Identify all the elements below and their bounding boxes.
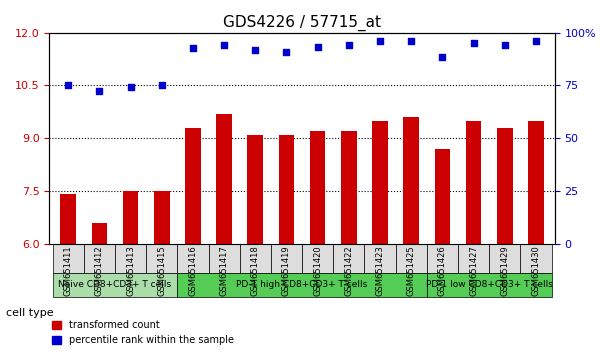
Point [251, 47, 260, 53]
Text: GSM651412: GSM651412 [95, 245, 104, 296]
Bar [403, 117, 419, 244]
Bar [434, 149, 450, 244]
Text: GSM651411: GSM651411 [64, 245, 73, 296]
Point [126, 84, 136, 90]
Point [313, 44, 323, 50]
Text: GSM651420: GSM651420 [313, 245, 322, 296]
Text: PD-1 low CD8+CD3+ T cells: PD-1 low CD8+CD3+ T cells [426, 280, 552, 290]
Bar [372, 121, 388, 244]
Bar [466, 121, 481, 244]
Text: GSM651430: GSM651430 [532, 245, 541, 296]
Legend: transformed count, percentile rank within the sample: transformed count, percentile rank withi… [48, 316, 238, 349]
Text: cell type: cell type [6, 308, 54, 318]
Text: Naive CD8+CD3+ T cells: Naive CD8+CD3+ T cells [59, 280, 172, 290]
FancyBboxPatch shape [84, 244, 115, 273]
Bar [123, 191, 138, 244]
Point [344, 42, 354, 48]
Bar [92, 223, 107, 244]
Point [375, 39, 385, 44]
Title: GDS4226 / 57715_at: GDS4226 / 57715_at [223, 15, 381, 31]
FancyBboxPatch shape [115, 244, 146, 273]
FancyBboxPatch shape [427, 273, 552, 297]
Text: PD-1 high CD8+CD3+ T cells: PD-1 high CD8+CD3+ T cells [236, 280, 368, 290]
Bar [341, 131, 357, 244]
Bar [497, 127, 513, 244]
FancyBboxPatch shape [53, 273, 177, 297]
FancyBboxPatch shape [177, 244, 208, 273]
Text: GSM651422: GSM651422 [345, 245, 353, 296]
Text: GSM651416: GSM651416 [188, 245, 197, 296]
Text: GSM651419: GSM651419 [282, 245, 291, 296]
FancyBboxPatch shape [489, 244, 521, 273]
Point [500, 42, 510, 48]
Bar [185, 127, 201, 244]
Text: GSM651426: GSM651426 [438, 245, 447, 296]
Point [406, 39, 416, 44]
Text: GSM651415: GSM651415 [157, 245, 166, 296]
Point [469, 40, 478, 46]
FancyBboxPatch shape [208, 244, 240, 273]
Text: GSM651423: GSM651423 [376, 245, 384, 296]
Bar [279, 135, 295, 244]
Bar [154, 191, 169, 244]
FancyBboxPatch shape [364, 244, 395, 273]
Point [64, 82, 73, 88]
Text: GSM651429: GSM651429 [500, 245, 509, 296]
FancyBboxPatch shape [333, 244, 364, 273]
Point [188, 46, 198, 51]
FancyBboxPatch shape [458, 244, 489, 273]
Text: GSM651425: GSM651425 [407, 245, 415, 296]
FancyBboxPatch shape [302, 244, 333, 273]
Bar [216, 114, 232, 244]
Bar [310, 131, 326, 244]
Text: GSM651413: GSM651413 [126, 245, 135, 296]
Bar [528, 121, 544, 244]
Point [219, 42, 229, 48]
Bar [247, 135, 263, 244]
FancyBboxPatch shape [177, 273, 427, 297]
Text: GSM651427: GSM651427 [469, 245, 478, 296]
FancyBboxPatch shape [427, 244, 458, 273]
Text: GSM651417: GSM651417 [219, 245, 229, 296]
FancyBboxPatch shape [53, 244, 84, 273]
Point [95, 88, 104, 93]
FancyBboxPatch shape [271, 244, 302, 273]
FancyBboxPatch shape [395, 244, 427, 273]
FancyBboxPatch shape [240, 244, 271, 273]
Point [437, 55, 447, 60]
Point [531, 39, 541, 44]
Text: GSM651418: GSM651418 [251, 245, 260, 296]
FancyBboxPatch shape [521, 244, 552, 273]
Bar [60, 194, 76, 244]
Point [282, 49, 291, 55]
Point [157, 82, 167, 87]
FancyBboxPatch shape [146, 244, 177, 273]
